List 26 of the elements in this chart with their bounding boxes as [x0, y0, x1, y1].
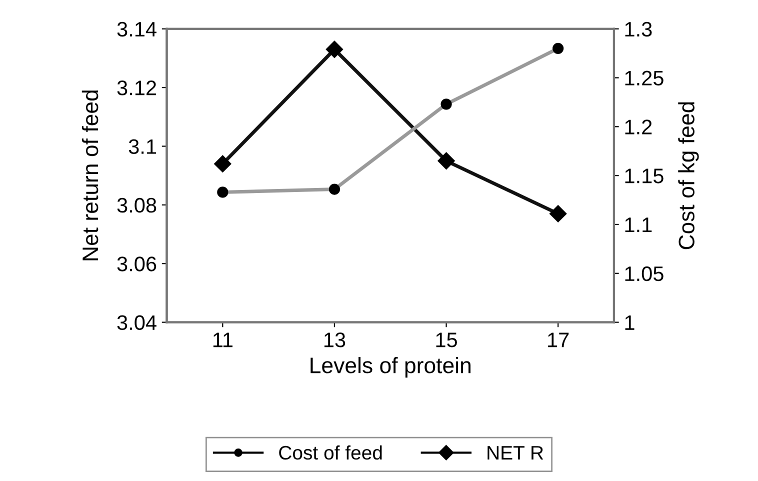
x-tick-label: 11 [213, 332, 232, 348]
point [326, 40, 344, 58]
y-tick-label: 3.08 [117, 198, 156, 213]
point [550, 205, 567, 222]
y-tick-label: 3.12 [117, 80, 156, 96]
y-tick-label: 3.14 [117, 22, 156, 37]
legend-label: NET R [488, 446, 544, 460]
y-tick-label: 3.1 [128, 139, 156, 154]
y2-tick-label: 1.3 [625, 22, 652, 37]
y2-tick-label: 1.2 [625, 120, 652, 134]
y-tick-label: 3.04 [117, 315, 156, 330]
legend-label: Cost of feed [279, 445, 382, 460]
x-tick-label: 13 [324, 332, 346, 348]
y2-tick-label: 1.25 [625, 70, 664, 86]
point [438, 152, 455, 170]
x-tick-label: 15 [436, 332, 457, 348]
y2-tick-label: 1.1 [625, 218, 652, 232]
y2-tick-label: 1.15 [625, 168, 664, 184]
x-tick-label: 17 [548, 332, 569, 348]
y-tick-label: 3.06 [117, 256, 156, 272]
y2-tick-label: 1 [625, 315, 634, 330]
y-axis-title: Net return of feed [82, 90, 98, 260]
y2-axis-title: Cost of kg feed [678, 102, 699, 250]
y2-tick-label: 1.05 [625, 266, 664, 282]
x-axis-title: Levels of protein [310, 356, 470, 378]
point [214, 155, 232, 172]
